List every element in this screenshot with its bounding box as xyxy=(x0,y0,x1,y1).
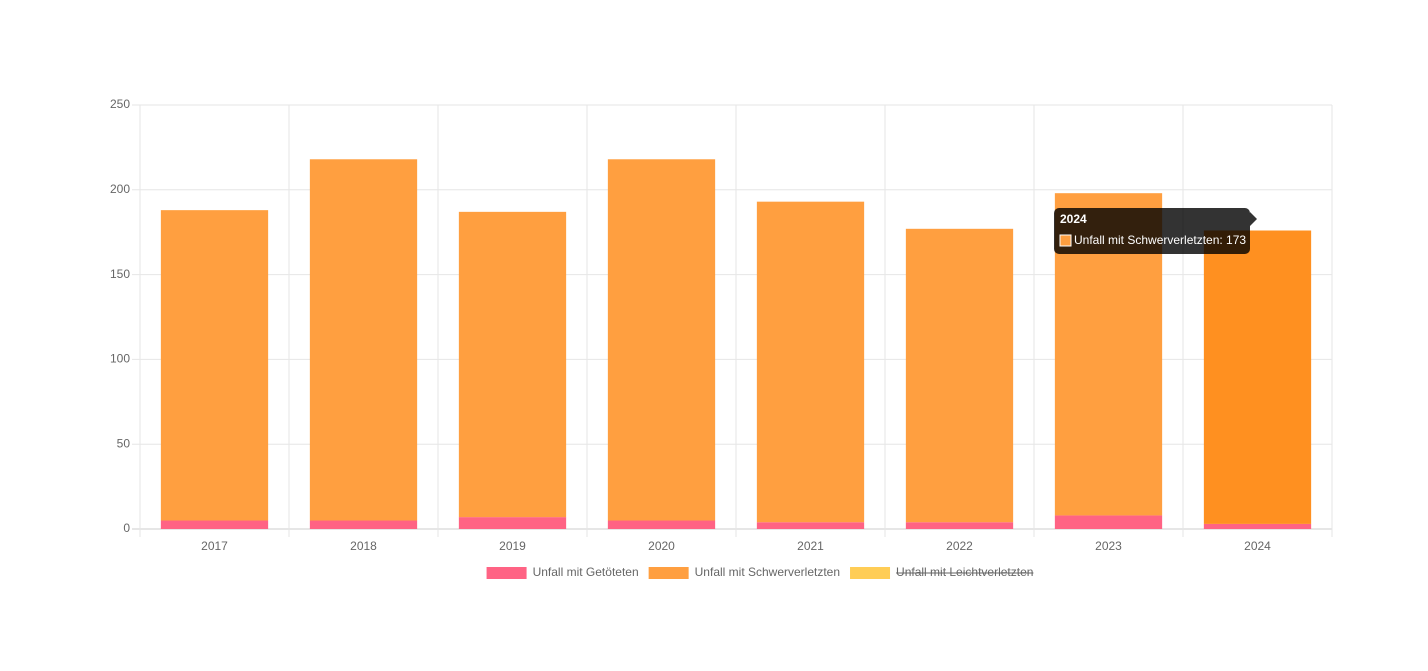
x-tick-label: 2024 xyxy=(1244,539,1271,553)
x-tick-label: 2022 xyxy=(946,539,973,553)
bar-segment[interactable] xyxy=(607,159,716,521)
bar-segment[interactable] xyxy=(756,522,865,529)
legend-label[interactable]: Unfall mit Schwerverletzten xyxy=(695,565,840,579)
tooltip-box xyxy=(1054,208,1250,254)
bar-segment[interactable] xyxy=(905,522,1014,529)
y-tick-label: 50 xyxy=(117,436,131,450)
y-tick-label: 250 xyxy=(110,97,130,111)
bar-segment[interactable] xyxy=(607,520,716,529)
bar-segment[interactable] xyxy=(458,517,567,529)
bar-segment[interactable] xyxy=(1054,515,1163,529)
bar-segment[interactable] xyxy=(160,210,269,521)
tooltip-text: Unfall mit Schwerverletzten: 173 xyxy=(1074,233,1246,247)
tooltip-swatch xyxy=(1059,234,1072,247)
x-tick-label: 2021 xyxy=(797,539,824,553)
bar-segment[interactable] xyxy=(905,228,1014,523)
legend-label[interactable]: Unfall mit Leichtverletzten xyxy=(896,565,1033,579)
bar-segment[interactable] xyxy=(1203,230,1312,524)
legend-swatch[interactable] xyxy=(486,567,527,579)
tooltip-caret xyxy=(1250,212,1257,226)
x-tick-label: 2020 xyxy=(648,539,675,553)
x-tick-label: 2017 xyxy=(201,539,228,553)
legend-swatch[interactable] xyxy=(850,567,891,579)
tooltip-title: 2024 xyxy=(1060,212,1087,226)
x-tick-label: 2018 xyxy=(350,539,377,553)
bar-segment[interactable] xyxy=(160,520,269,529)
x-tick-label: 2023 xyxy=(1095,539,1122,553)
y-tick-label: 150 xyxy=(110,267,130,281)
bar-segment[interactable] xyxy=(309,159,418,521)
y-tick-label: 100 xyxy=(110,352,130,366)
bar-segment[interactable] xyxy=(309,520,418,529)
legend-label[interactable]: Unfall mit Getöteten xyxy=(533,565,639,579)
bar-segment[interactable] xyxy=(756,201,865,523)
legend-swatch[interactable] xyxy=(648,567,689,579)
y-tick-label: 200 xyxy=(110,182,130,196)
y-tick-label: 0 xyxy=(123,521,130,535)
x-tick-label: 2019 xyxy=(499,539,526,553)
bar-segment[interactable] xyxy=(1203,523,1312,529)
bar-segment[interactable] xyxy=(458,211,567,518)
